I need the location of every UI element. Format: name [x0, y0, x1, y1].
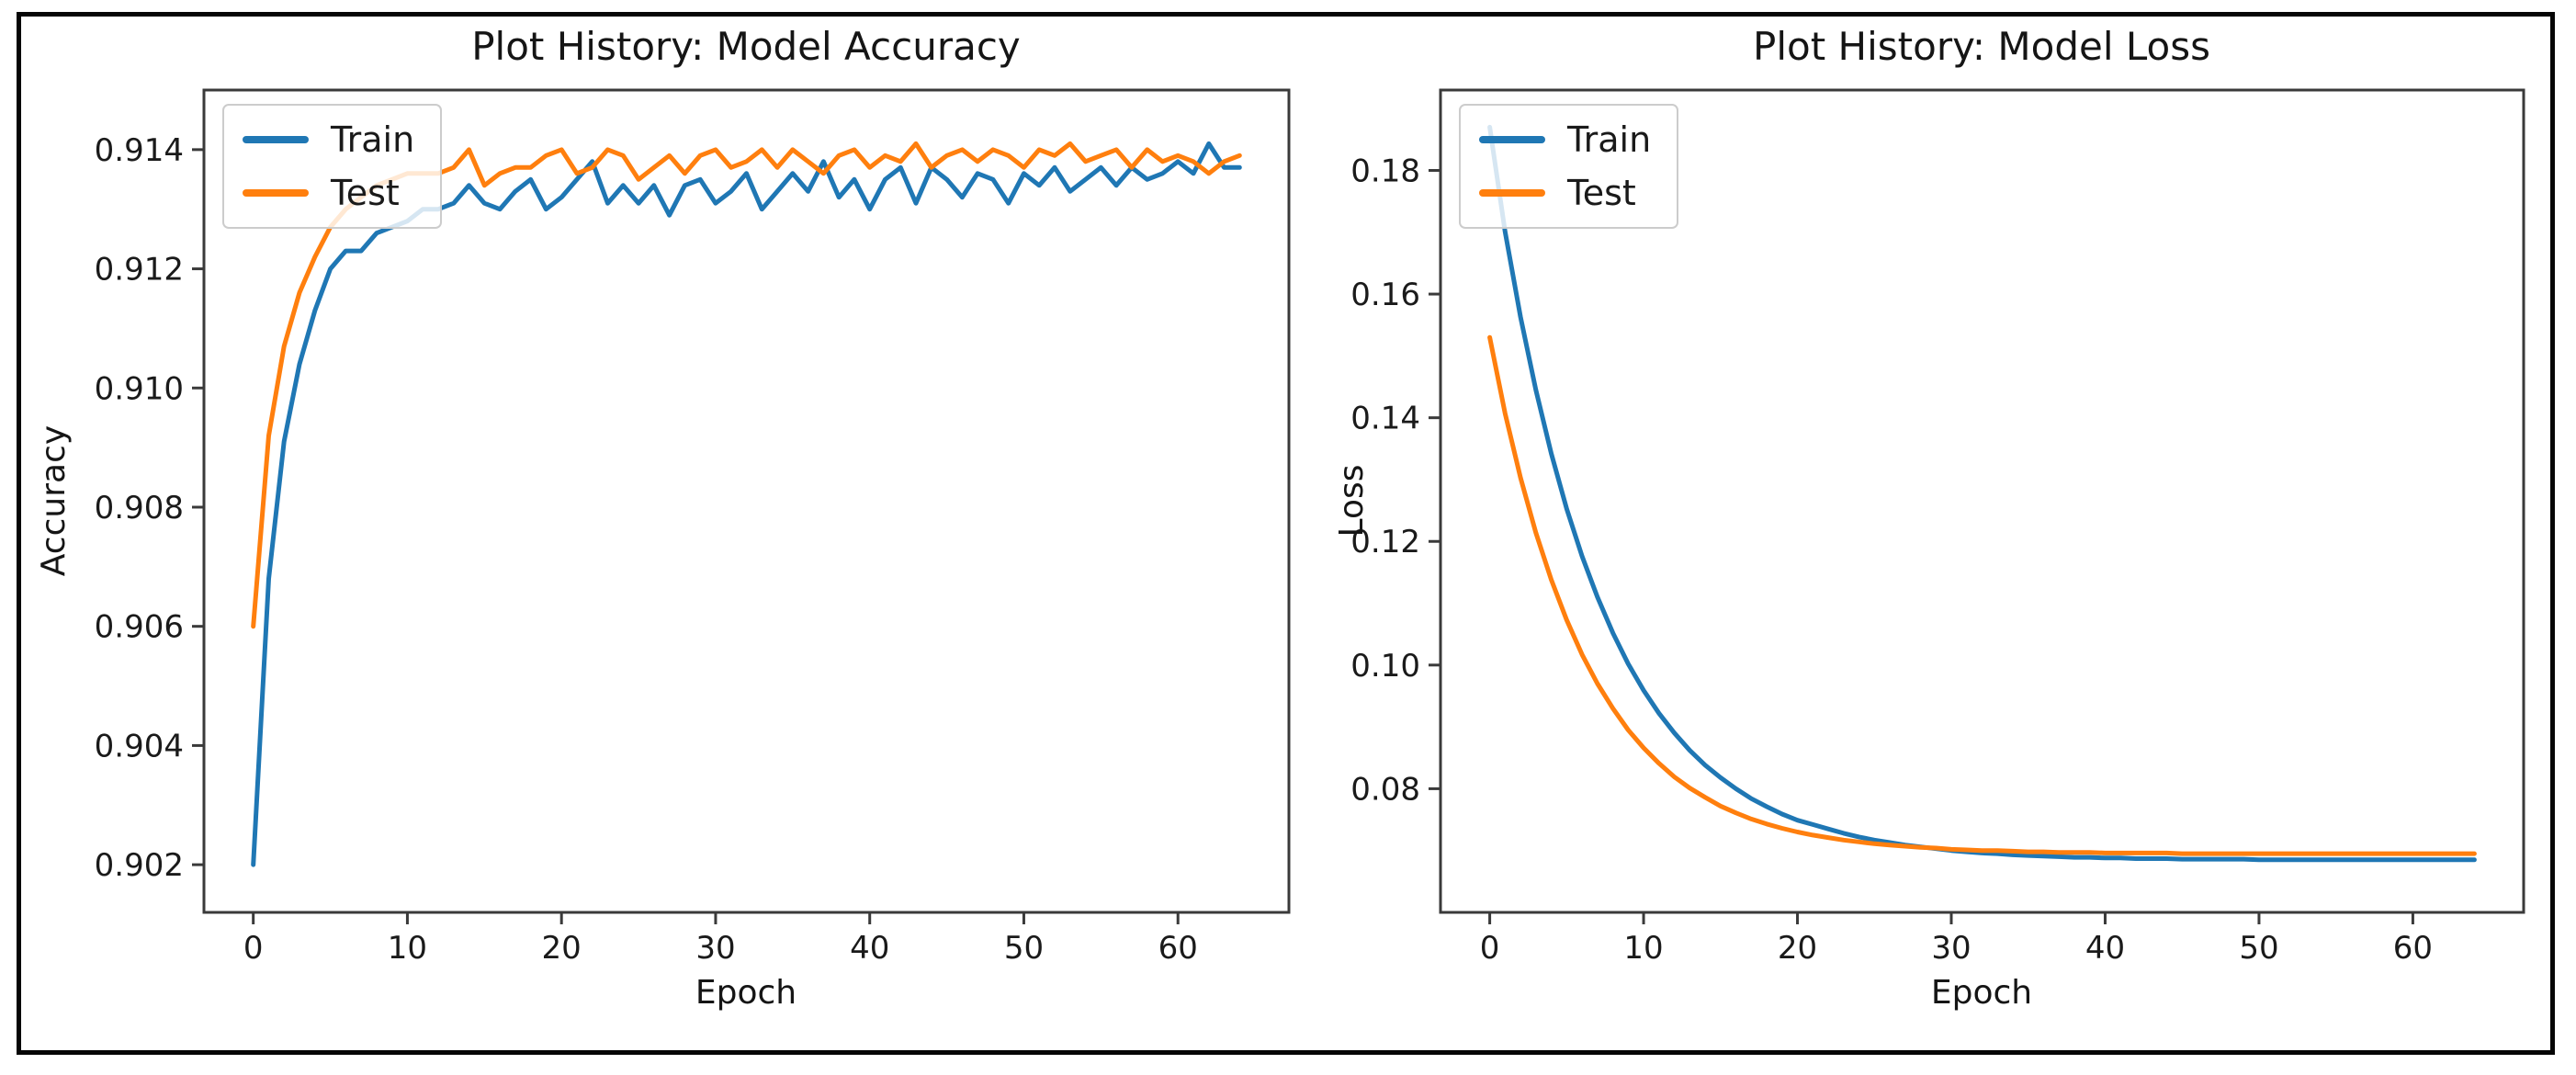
accuracy-legend: Train Test [222, 104, 443, 229]
y-tick-label: 0.908 [95, 490, 184, 526]
legend-item-train: Train [243, 119, 414, 161]
x-tick-label: 60 [1158, 930, 1198, 967]
legend-item-test: Test [1479, 172, 1651, 214]
series-line-train [251, 141, 1242, 867]
x-tick-label: 20 [1778, 930, 1817, 967]
test-line-swatch [243, 189, 309, 197]
x-tick-label: 30 [695, 930, 735, 967]
accuracy-y-axis-label: Accuracy [35, 424, 73, 577]
y-tick-label: 0.08 [1350, 771, 1420, 808]
train-line-swatch [1479, 136, 1545, 143]
x-tick-label: 60 [2393, 930, 2433, 967]
x-tick-label: 40 [2085, 930, 2125, 967]
x-tick-label: 10 [388, 930, 427, 967]
series-line-test [1487, 334, 2477, 856]
x-tick-label: 50 [2239, 930, 2278, 967]
x-tick-label: 20 [542, 930, 582, 967]
y-tick-label: 0.14 [1350, 401, 1420, 437]
legend-label-train: Train [331, 119, 415, 160]
y-tick-label: 0.18 [1350, 153, 1420, 189]
y-tick-label: 0.910 [95, 370, 184, 407]
legend-label-test: Test [1567, 173, 1636, 213]
y-tick-label: 0.16 [1350, 277, 1420, 313]
y-tick-label: 0.902 [95, 847, 184, 884]
y-tick-label: 0.914 [95, 132, 184, 169]
legend-item-train: Train [1479, 119, 1651, 161]
chart-1: 0 10 20 30 40 50 60 0.08 0.10 0.12 0.14 0.16 0.18 [1350, 88, 2525, 967]
y-tick-label: 0.906 [95, 609, 184, 646]
x-tick-label: 0 [1480, 930, 1500, 967]
y-tick-label: 0.904 [95, 728, 184, 764]
legend-item-test: Test [243, 172, 414, 214]
loss-chart-title: Plot History: Model Loss [1753, 24, 2210, 69]
loss-y-axis-label: Loss [1333, 464, 1371, 538]
y-tick-label: 0.12 [1350, 524, 1420, 560]
test-line-swatch [1479, 189, 1545, 197]
y-tick-label: 0.10 [1350, 648, 1420, 685]
x-tick-label: 0 [243, 930, 264, 967]
legend-label-train: Train [1567, 119, 1652, 160]
axes-spines [202, 88, 1291, 914]
accuracy-x-axis-label: Epoch [695, 974, 797, 1012]
loss-legend: Train Test [1459, 104, 1679, 229]
x-tick-label: 10 [1623, 930, 1663, 967]
train-line-swatch [243, 136, 309, 143]
x-tick-label: 40 [850, 930, 889, 967]
series-line-train [1487, 124, 2477, 863]
x-tick-label: 30 [1931, 930, 1971, 967]
y-tick-label: 0.912 [95, 252, 184, 289]
axes-spines [1439, 88, 2525, 914]
accuracy-chart-title: Plot History: Model Accuracy [471, 24, 1021, 69]
legend-label-test: Test [331, 173, 400, 213]
loss-x-axis-label: Epoch [1930, 974, 2033, 1012]
x-tick-label: 50 [1004, 930, 1044, 967]
